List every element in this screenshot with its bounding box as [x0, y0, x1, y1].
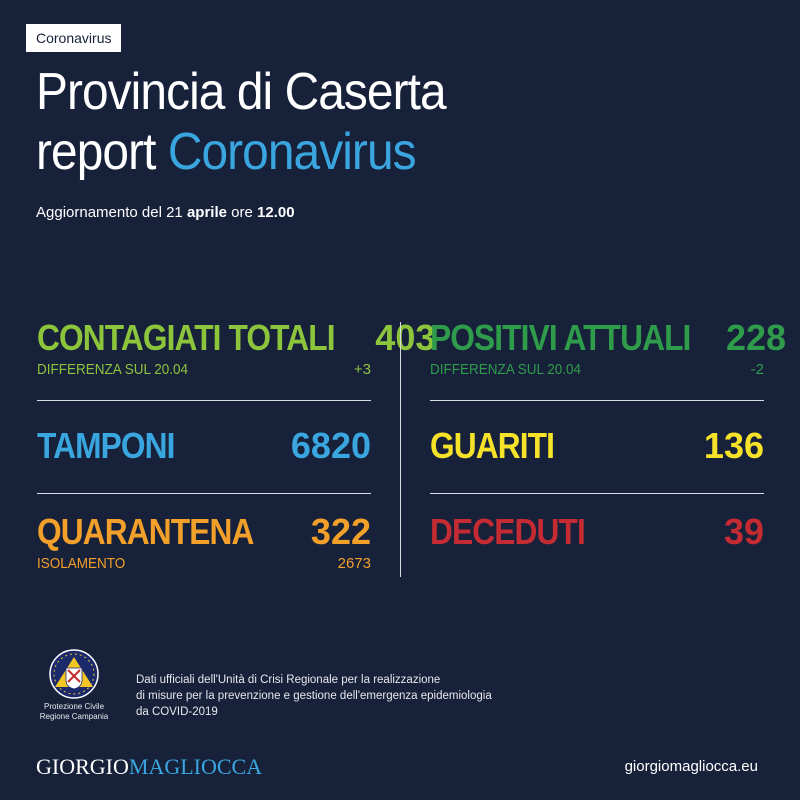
stat-guariti-label: GUARITI — [430, 425, 555, 466]
stat-deceduti: DECEDUTI 39 — [430, 512, 764, 552]
divider — [430, 400, 764, 401]
stat-deceduti-value: 39 — [723, 511, 764, 552]
stat-isolamento-label: ISOLAMENTO — [37, 555, 126, 572]
stat-tamponi: TAMPONI 6820 — [37, 426, 371, 466]
column-divider — [400, 322, 401, 577]
stat-contagiati-sub-value: +3 — [353, 361, 371, 378]
update-time: 12.00 — [257, 204, 295, 221]
website-url: giorgiomagliocca.eu — [624, 758, 758, 775]
stat-guariti-value: 136 — [703, 425, 764, 466]
stat-tamponi-value: 6820 — [290, 425, 371, 466]
stat-contagiati-sub-label: DIFFERENZA SUL 20.04 — [37, 361, 189, 378]
update-month: aprile — [186, 204, 227, 221]
update-timestamp: Aggiornamento del 21 aprile ore 12.00 — [36, 204, 295, 221]
stat-contagiati-value: 403 — [375, 317, 436, 358]
category-tag: Coronavirus — [26, 24, 122, 52]
emblem-caption: Protezione Civile Regione Campania — [26, 702, 122, 722]
source-line-1: Dati ufficiali dell'Unità di Crisi Regio… — [136, 674, 441, 686]
category-tag-label: Coronavirus — [36, 30, 112, 46]
stat-positivi-label: POSITIVI ATTUALI — [430, 317, 691, 358]
stat-deceduti-label: DECEDUTI — [430, 511, 586, 552]
source-line-2: di misure per la prevenzione e gestione … — [136, 690, 492, 702]
page-title: Provincia di Caserta report Coronavirus — [36, 62, 447, 182]
stat-quarantena-label: QUARANTENA — [37, 511, 254, 552]
update-prefix: Aggiornamento del 21 — [36, 204, 183, 221]
title-line-1: Provincia di Caserta — [36, 63, 447, 121]
stat-positivi-attuali: POSITIVI ATTUALI 228 DIFFERENZA SUL 20.0… — [430, 317, 786, 379]
stat-isolamento-value: 2673 — [337, 555, 371, 572]
divider — [37, 400, 371, 401]
emblem-caption-line-2: Regione Campania — [39, 712, 109, 721]
brand-part-2: MAGLIOCCA — [128, 754, 263, 779]
brand-logo: GIORGIOMAGLIOCCA — [36, 754, 262, 780]
title-line-2: report Coronavirus — [36, 122, 446, 182]
stat-contagiati-totali: CONTAGIATI TOTALI 403 DIFFERENZA SUL 20.… — [37, 317, 435, 379]
stat-guariti: GUARITI 136 — [430, 426, 764, 466]
update-middle: ore — [231, 204, 253, 221]
stat-positivi-sub-value: -2 — [750, 361, 764, 378]
brand-part-1: GIORGIO — [36, 754, 129, 779]
emblem-caption-line-1: Protezione Civile — [43, 702, 105, 711]
source-line-3: da COVID-2019 — [136, 706, 218, 718]
stat-quarantena-value: 322 — [310, 511, 371, 552]
divider — [37, 493, 371, 494]
title-line-2-accent: Coronavirus — [167, 123, 417, 181]
source-note: Dati ufficiali dell'Unità di Crisi Regio… — [136, 672, 496, 720]
protezione-civile-emblem-icon — [49, 649, 99, 699]
stat-tamponi-label: TAMPONI — [37, 425, 175, 466]
divider — [430, 493, 764, 494]
stat-quarantena: QUARANTENA 322 ISOLAMENTO 2673 — [37, 511, 371, 573]
title-line-2-prefix: report — [36, 123, 156, 181]
stat-contagiati-label: CONTAGIATI TOTALI — [37, 317, 336, 358]
stat-positivi-value: 228 — [726, 317, 787, 358]
stat-positivi-sub-label: DIFFERENZA SUL 20.04 — [430, 361, 582, 378]
